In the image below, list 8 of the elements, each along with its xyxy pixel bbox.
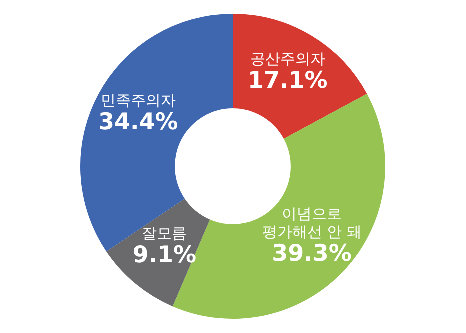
slice-label: 잘모름	[142, 224, 188, 242]
data-label: 34.4%	[98, 110, 178, 136]
slice-label: 공산주의자	[250, 50, 326, 68]
data-label: 9.1%	[132, 242, 197, 268]
data-label: 39.3%	[272, 241, 352, 268]
slice-label: 이념으로 평가해선 안 돼	[262, 205, 362, 242]
data-label: 17.1%	[248, 68, 328, 94]
slice-label: 민족주의자	[100, 92, 176, 110]
